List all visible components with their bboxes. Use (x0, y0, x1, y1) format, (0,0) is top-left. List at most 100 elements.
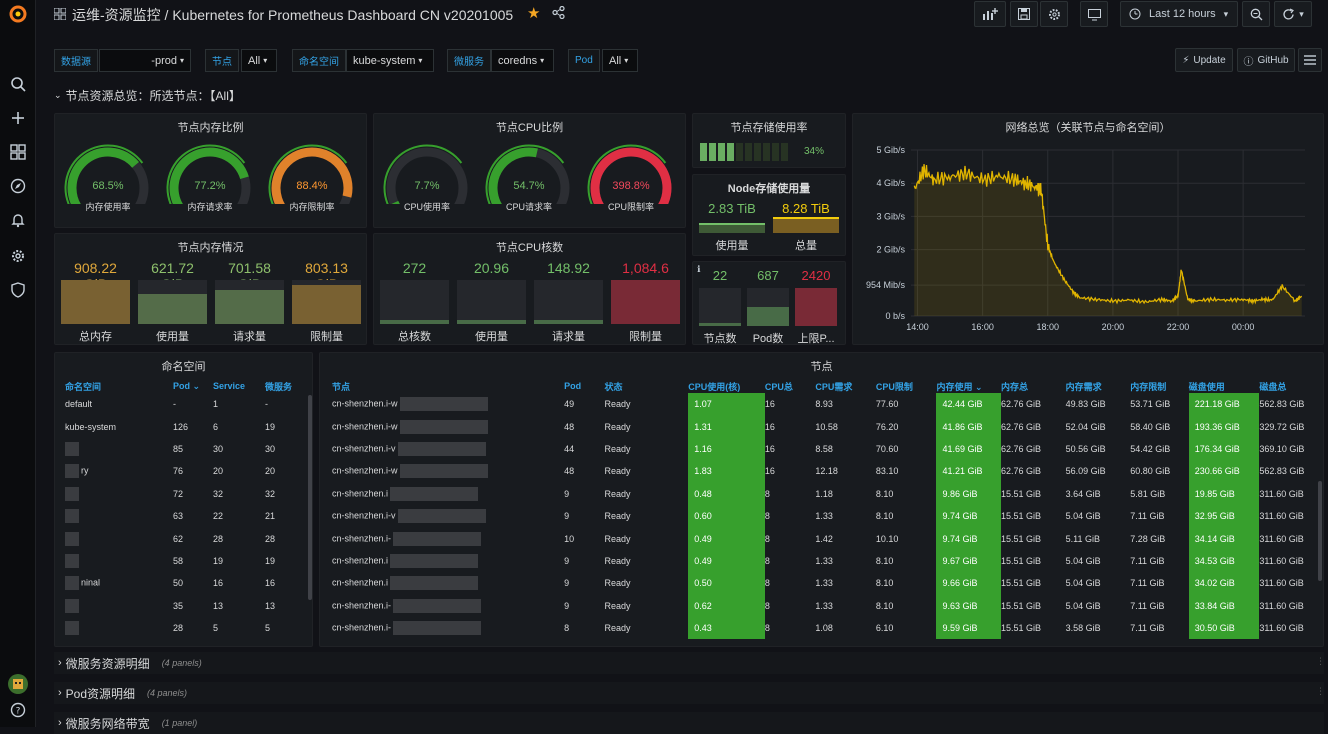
table-row[interactable]: 35 13 13 (65, 595, 300, 617)
var-select-pod[interactable]: All ▾ (602, 49, 638, 72)
stat-bar-bg (699, 288, 741, 326)
refresh-icon[interactable]: ▾ (1274, 1, 1312, 27)
table-row[interactable]: cn-shenzhen.i- 8 Ready 0.43 8 1.08 6.10 9.59 Gi… (332, 616, 1320, 640)
table-cell: 15.51 GiB (1001, 511, 1042, 522)
table-row[interactable]: cn-shenzhen.i 9 Ready 0.50 8 1.33 8.10 9.66 GiB… (332, 572, 1320, 595)
table-row[interactable]: cn-shenzhen.i 9 Ready 0.49 8 1.33 8.10 9.67 GiB… (332, 549, 1320, 573)
column-header[interactable]: CPU需求 (815, 381, 853, 392)
table-row[interactable]: 62 28 28 (65, 527, 300, 549)
info-icon[interactable]: ℹ (697, 264, 701, 274)
bolt-icon: ⚡ (1182, 54, 1190, 66)
table-cell: 5.04 GiB (1065, 511, 1101, 522)
table-cell: 8 (764, 555, 770, 566)
share-icon[interactable] (552, 5, 565, 22)
table-cell: 1.33 (815, 511, 833, 522)
table-row[interactable]: cn-shenzhen.i-w 48 Ready 1.83 16 12.18 83.10 41… (332, 460, 1320, 483)
column-header[interactable]: 内存需求 (1065, 381, 1102, 392)
star-icon[interactable]: ★ (527, 5, 541, 22)
table-cell: 72 (173, 488, 184, 499)
column-header[interactable]: 内存总 (1001, 381, 1029, 392)
github-button[interactable]: ⓘ GitHub (1237, 48, 1295, 72)
column-header[interactable]: Pod ⌄ (173, 380, 201, 391)
var-select-namespace[interactable]: kube-system ▾ (346, 49, 434, 72)
explore-compass-icon[interactable] (8, 176, 28, 196)
help-icon[interactable]: ? (8, 700, 28, 720)
column-header[interactable]: CPU总 (764, 381, 793, 392)
table-row[interactable]: default - 1 - (65, 393, 300, 415)
table-cell: 0.43 (688, 616, 765, 640)
tv-mode-icon[interactable] (1080, 1, 1108, 27)
column-header[interactable]: 内存限制 (1130, 381, 1167, 392)
table-cell: 5 (213, 623, 219, 634)
plus-icon[interactable] (8, 108, 28, 128)
table-row[interactable]: cn-shenzhen.i-w 49 Ready 1.07 16 8.93 77.60 42.… (332, 393, 1320, 416)
grafana-logo-icon[interactable] (8, 4, 28, 24)
column-header[interactable]: CPU限制 (875, 381, 913, 392)
row-title-label: 节点资源总览：所选节点：【All】 (65, 88, 241, 103)
dashboard-settings-icon[interactable] (1040, 1, 1068, 27)
column-header[interactable]: 内存使用 ⌄ (936, 381, 983, 392)
zoom-out-icon[interactable] (1242, 1, 1270, 27)
stat-bar-bg (215, 280, 284, 324)
table-cell: 1.08 (815, 623, 833, 634)
settings-gear-icon[interactable] (8, 246, 28, 266)
table-row[interactable]: ry 76 20 20 (65, 460, 300, 482)
row-node-overview[interactable]: ⌄ 节点资源总览：所选节点：【All】 (54, 84, 241, 106)
column-header[interactable]: 命名空间 (65, 381, 102, 392)
var-select-service[interactable]: coredns ▾ (491, 49, 554, 72)
row-pod-details[interactable]: › Pod资源明细 (4 panels) (54, 682, 1324, 704)
table-row[interactable]: 85 30 30 (65, 438, 300, 460)
table-cell: 1 (213, 399, 219, 410)
time-range-picker[interactable]: Last 12 hours ▾ (1120, 1, 1238, 27)
dashboards-icon[interactable] (8, 142, 28, 162)
var-select-node[interactable]: All ▾ (241, 49, 277, 72)
column-header[interactable]: Pod (564, 381, 582, 391)
chevron-down-icon: ▾ (1223, 8, 1229, 19)
drag-handle-icon[interactable]: ⋮⋮ (1316, 656, 1328, 666)
table-row[interactable]: 58 19 19 (65, 550, 300, 572)
search-icon[interactable] (8, 74, 28, 94)
column-header[interactable]: 微服务 (265, 381, 293, 392)
table-row[interactable]: cn-shenzhen.i-w 48 Ready 1.31 16 10.58 76.20 41… (332, 415, 1320, 438)
series-line (913, 164, 1303, 306)
table-row[interactable]: cn-shenzhen.i-v 44 Ready 1.16 16 8.58 70.60 41.… (332, 437, 1320, 461)
table-row[interactable]: cn-shenzhen.i-v 9 Ready 0.60 8 1.33 8.10 9.74 G… (332, 504, 1320, 528)
scrollbar[interactable] (308, 395, 312, 600)
table-cell: 311.60 GiB (1259, 511, 1304, 522)
table-cell: 9 (564, 511, 570, 522)
table-row[interactable]: 63 22 21 (65, 505, 300, 527)
stat-bar-bg (138, 280, 207, 324)
table-row[interactable]: cn-shenzhen.i 9 Ready 0.48 8 1.18 8.10 9.86 GiB… (332, 482, 1320, 505)
table-row[interactable]: cn-shenzhen.i- 9 Ready 0.62 8 1.33 8.10 9.63 Gi… (332, 594, 1320, 617)
column-header[interactable]: 磁盘使用 (1188, 381, 1225, 392)
table-cell: Ready (604, 399, 631, 410)
row-service-details[interactable]: › 微服务资源明细 (4 panels) (54, 652, 1324, 674)
panel-title: 节点存储使用率 (730, 122, 808, 134)
drag-handle-icon[interactable]: ⋮⋮ (1316, 686, 1328, 696)
menu-hamburger-icon[interactable] (1298, 48, 1322, 72)
row-service-bandwidth[interactable]: › 微服务网络带宽 (1 panel) (54, 712, 1324, 734)
table-row[interactable]: kube-system 126 6 19 (65, 415, 300, 437)
table-row[interactable]: 72 32 32 (65, 483, 300, 505)
shield-icon[interactable] (8, 280, 28, 300)
column-header[interactable]: 节点 (332, 381, 351, 392)
dashboard-title[interactable]: 运维-资源监控 / Kubernetes for Prometheus Dash… (72, 7, 514, 23)
column-header[interactable]: CPU使用(核) (688, 381, 741, 392)
table-row[interactable]: ninal 50 16 16 (65, 572, 300, 594)
column-header[interactable]: 磁盘总 (1259, 381, 1287, 392)
stat-item: 22 节点数 (699, 268, 741, 345)
save-icon[interactable] (1010, 1, 1038, 27)
user-avatar[interactable] (8, 674, 28, 694)
var-select-datasource[interactable]: -prod ▾ (99, 49, 191, 72)
table-cell: 15.51 GiB (1001, 600, 1042, 611)
column-header[interactable]: Service (213, 381, 246, 391)
table-row[interactable]: 28 5 5 (65, 617, 300, 639)
table-row[interactable]: cn-shenzhen.i- 10 Ready 0.49 8 1.42 10.10 9.74 … (332, 527, 1320, 550)
add-panel-icon[interactable] (974, 1, 1006, 27)
gauge-value: 88.4% (296, 180, 328, 192)
column-header[interactable]: 状态 (604, 381, 623, 392)
update-button[interactable]: ⚡ Update (1175, 48, 1233, 72)
alerting-bell-icon[interactable] (8, 210, 28, 230)
top-navbar: 运维-资源监控 / Kubernetes for Prometheus Dash… (36, 0, 1328, 34)
scrollbar[interactable] (1318, 481, 1322, 581)
